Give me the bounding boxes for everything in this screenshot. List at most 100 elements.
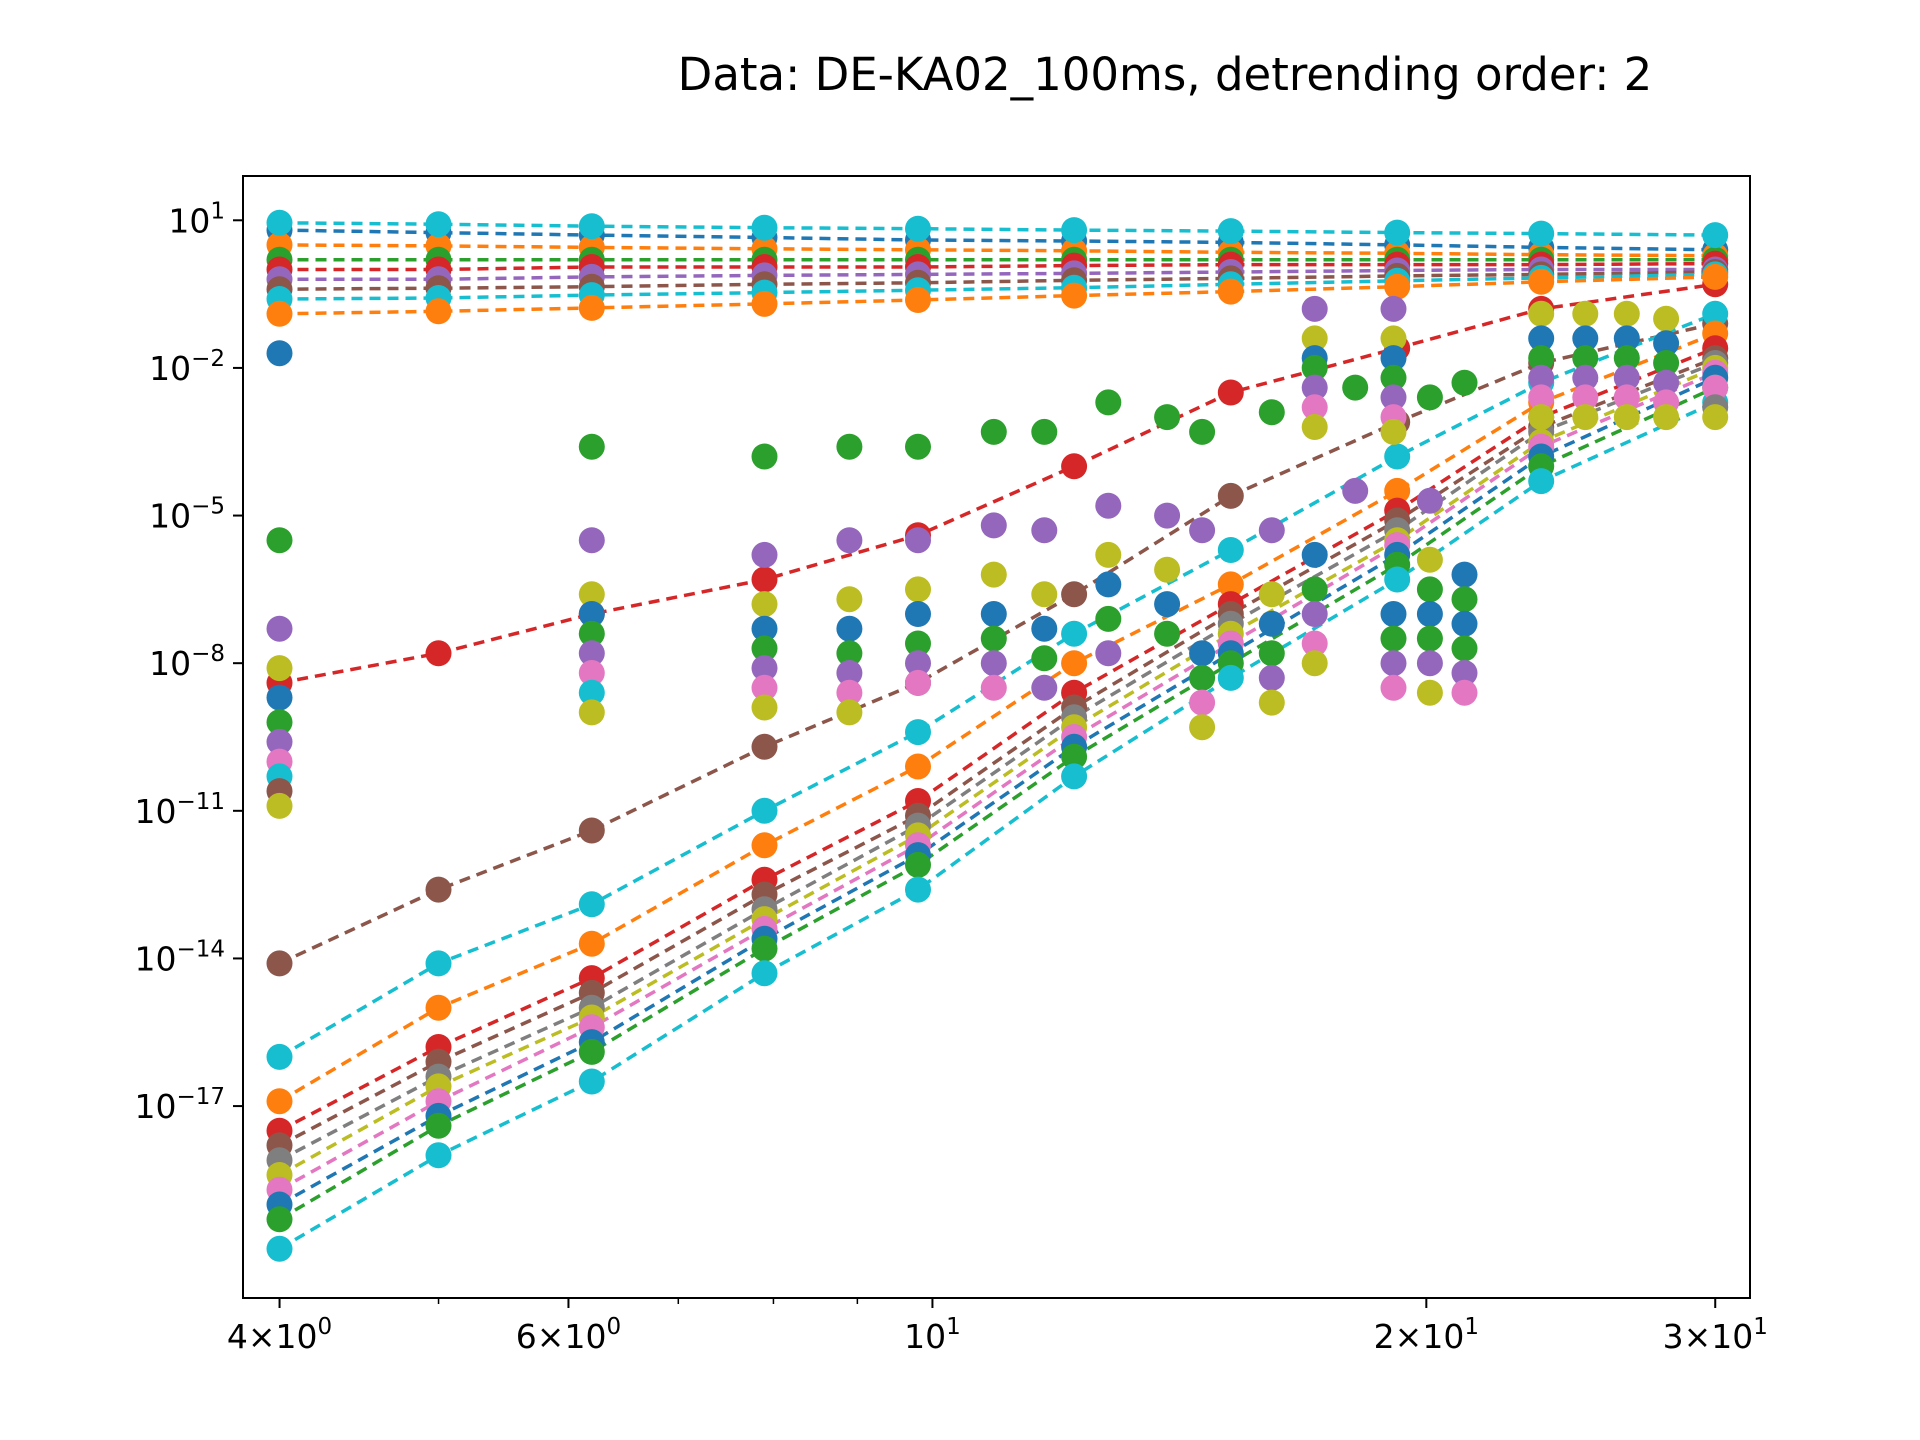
scatter-point-67 — [1189, 418, 1216, 445]
scatter-point-87 — [1301, 541, 1328, 568]
series-20-point-4 — [905, 215, 931, 242]
scatter-point-63 — [1154, 502, 1181, 529]
series-19-point-1 — [425, 298, 452, 325]
scatter-point-109 — [1416, 601, 1443, 627]
scatter-point-113 — [1451, 369, 1478, 396]
scatter-point-77 — [1258, 640, 1285, 667]
scatter-point-85 — [1301, 394, 1328, 421]
series-2-point-2 — [578, 891, 605, 918]
scatter-point-96 — [1380, 345, 1407, 372]
series-10-point-5 — [1061, 743, 1088, 770]
series-3-point-1 — [425, 994, 452, 1021]
scatter-point-137 — [1613, 404, 1640, 431]
series-line-5 — [278, 356, 1716, 1147]
scatter-point-121 — [1528, 325, 1555, 352]
y-tick-label-2: 10−5 — [149, 494, 225, 536]
scatter-point-106 — [1416, 487, 1443, 514]
scatter-point-62 — [1154, 404, 1181, 431]
scatter-point-110 — [1416, 625, 1443, 652]
series-20-point-5 — [1061, 217, 1088, 244]
scatter-point-117 — [1451, 635, 1478, 662]
series-10-point-0 — [266, 1206, 293, 1233]
series-20-point-1 — [425, 211, 452, 238]
scatter-point-83 — [1301, 354, 1328, 381]
scatter-point-46 — [980, 601, 1007, 627]
scatter-point-86 — [1301, 414, 1328, 440]
series-10-point-2 — [578, 1038, 605, 1065]
x-tick-label-4: 3×101 — [1663, 1314, 1768, 1356]
series-line-3 — [278, 331, 1716, 1103]
series-20-point-0 — [266, 209, 293, 236]
scatter-point-75 — [1258, 581, 1285, 608]
scatter-point-88 — [1301, 576, 1328, 603]
series-19-point-7 — [1384, 273, 1411, 300]
series-10-point-1 — [425, 1112, 452, 1139]
scatter-point-36 — [905, 433, 931, 460]
series-11-point-7 — [1384, 566, 1411, 593]
scatter-point-64 — [1154, 556, 1181, 583]
y-tick-label-4: 10−11 — [134, 789, 225, 831]
scatter-point-30 — [836, 586, 863, 613]
series-1-point-3 — [751, 733, 778, 760]
series-line-11 — [278, 400, 1716, 1251]
series-3-point-6 — [1217, 571, 1244, 598]
scatter-point-12 — [578, 527, 605, 554]
scatter-point-120 — [1528, 300, 1555, 327]
scatter-point-51 — [1031, 517, 1058, 544]
series-line-18 — [279, 272, 1716, 301]
scatter-point-105 — [1416, 384, 1443, 411]
scatter-point-71 — [1189, 689, 1216, 716]
series-10-point-3 — [751, 935, 778, 962]
scatter-point-78 — [1258, 664, 1285, 691]
series-line-13 — [279, 243, 1716, 258]
scatter-point-55 — [1031, 674, 1058, 701]
scatter-point-41 — [905, 650, 931, 677]
scatter-point-122 — [1528, 345, 1555, 372]
y-tick-label-1: 10−2 — [149, 346, 225, 388]
scatter-point-115 — [1451, 586, 1478, 613]
scatter-point-130 — [1572, 384, 1599, 411]
scatter-point-90 — [1301, 630, 1328, 657]
plot-frame — [242, 175, 1751, 1299]
scatter-point-93 — [1342, 477, 1369, 504]
series-20-point-8 — [1528, 220, 1555, 247]
scatter-point-18 — [578, 679, 605, 706]
scatter-point-13 — [578, 581, 605, 608]
scatter-point-2 — [266, 615, 293, 642]
scatter-point-5 — [266, 709, 293, 736]
scatter-point-11 — [578, 433, 605, 460]
scatter-point-35 — [836, 699, 863, 726]
series-19-point-9 — [1702, 263, 1729, 290]
series-11-point-5 — [1061, 763, 1088, 790]
scatter-point-114 — [1451, 561, 1478, 588]
series-19-point-2 — [578, 294, 605, 321]
scatter-point-15 — [578, 620, 605, 647]
series-line-4 — [278, 346, 1716, 1133]
scatter-point-72 — [1189, 714, 1216, 741]
scatter-point-29 — [836, 527, 863, 554]
series-3-point-2 — [578, 930, 605, 957]
scatter-point-24 — [751, 635, 778, 662]
scatter-point-53 — [1031, 615, 1058, 642]
scatter-point-34 — [836, 679, 863, 706]
series-line-8 — [278, 371, 1716, 1192]
scatter-point-118 — [1451, 660, 1478, 686]
scatter-point-134 — [1613, 345, 1640, 372]
scatter-point-68 — [1189, 517, 1216, 544]
scatter-point-27 — [751, 694, 778, 721]
series-11-point-2 — [578, 1068, 605, 1095]
scatter-point-95 — [1380, 325, 1407, 352]
series-20-point-3 — [751, 214, 778, 241]
scatter-point-0 — [266, 340, 293, 367]
scatter-point-32 — [836, 640, 863, 667]
scatter-point-42 — [905, 669, 931, 696]
series-19-point-0 — [266, 300, 293, 327]
series-3-point-3 — [751, 832, 778, 859]
scatter-point-119 — [1451, 679, 1478, 706]
scatter-point-92 — [1342, 374, 1369, 401]
scatter-point-141 — [1653, 369, 1680, 396]
scatter-point-6 — [266, 728, 293, 755]
series-11-point-0 — [266, 1235, 293, 1262]
